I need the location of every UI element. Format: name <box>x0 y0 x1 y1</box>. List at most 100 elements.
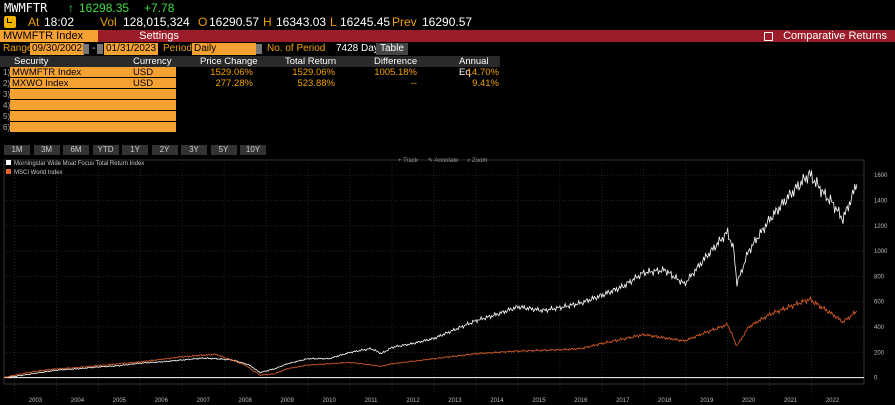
row-number: 6) <box>3 123 11 132</box>
period-button-3m[interactable]: 3M <box>33 145 60 155</box>
table-row[interactable]: 5) <box>0 111 500 122</box>
open-label: O <box>198 15 208 29</box>
low-label: L <box>330 15 337 29</box>
legend-label-mwmftr: Morningstar Wide Moat Focus Total Return… <box>14 161 144 167</box>
external-link-icon[interactable] <box>764 32 773 41</box>
row-number: 3) <box>3 90 11 99</box>
currency-cell[interactable] <box>131 111 176 121</box>
row-number: 1) <box>3 68 11 77</box>
track-tool[interactable]: + Track <box>398 158 419 164</box>
period-label: Period <box>163 43 192 54</box>
period-button-10y[interactable]: 10Y <box>240 145 266 155</box>
period-button-ytd[interactable]: YTD <box>92 145 119 155</box>
high-label: H <box>263 15 272 29</box>
period-button-2y[interactable]: 2Y <box>151 145 178 155</box>
period-button-1y[interactable]: 1Y <box>122 145 148 155</box>
currency-cell[interactable] <box>131 122 176 132</box>
ticker-bar: MWMFTR ↑ 16298.35 +7.78 <box>0 0 895 15</box>
x-tick-label: 2006 <box>155 398 169 404</box>
y-tick-label: 1000 <box>874 249 888 255</box>
y-tick-label: 0 <box>874 376 878 382</box>
header-currency: Currency <box>133 56 172 67</box>
x-tick-label: 2010 <box>322 398 336 404</box>
tab-index[interactable]: MWMFTR Index <box>0 30 98 42</box>
ticker-symbol[interactable]: MWMFTR <box>4 1 48 15</box>
currency-cell[interactable] <box>131 89 176 99</box>
x-tick-label: 2004 <box>71 398 85 404</box>
last-price: 16298.35 <box>79 1 130 15</box>
range-separator: - <box>92 43 96 54</box>
at-label: At <box>28 15 40 29</box>
y-tick-label: 200 <box>874 350 885 356</box>
calendar-end-icon[interactable] <box>97 44 103 54</box>
header-annual-eq: Annual Eq <box>459 56 489 78</box>
chevron-down-icon[interactable] <box>256 44 262 54</box>
currency-cell[interactable] <box>131 100 176 110</box>
x-tick-label: 2013 <box>448 398 462 404</box>
header-price-change: Price Change <box>200 56 258 67</box>
x-tick-label: 2019 <box>700 398 714 404</box>
total-return-cell: 1529.06% <box>292 67 335 78</box>
security-cell[interactable] <box>10 89 132 99</box>
security-cell[interactable] <box>10 100 132 110</box>
table-row[interactable]: 6) <box>0 122 500 133</box>
security-cell[interactable]: MXWO Index <box>10 78 132 89</box>
x-tick-label: 2014 <box>490 398 504 404</box>
calendar-start-icon[interactable] <box>83 44 89 54</box>
period-button-bar: 1M 3M 6M YTD 1Y 2Y 3Y 5Y 10Y <box>0 145 895 155</box>
x-tick-label: 2005 <box>113 398 127 404</box>
x-tick-label: 2021 <box>784 398 798 404</box>
x-tick-label: 2008 <box>239 398 253 404</box>
period-button-1m[interactable]: 1M <box>4 145 30 155</box>
series-line-mwmftr[interactable] <box>3 169 858 379</box>
table-row[interactable]: 4) <box>0 100 500 111</box>
end-date-field[interactable]: 01/31/2023 <box>104 43 159 55</box>
table-header: Security Currency Price Change Total Ret… <box>0 56 500 78</box>
annotate-tool[interactable]: ✎ Annotate <box>428 157 459 164</box>
y-tick-label: 1400 <box>874 198 888 204</box>
x-tick-label: 2007 <box>197 398 211 404</box>
at-value: 18:02 <box>44 15 75 29</box>
table-button[interactable]: Table <box>376 43 408 55</box>
nperiod-label: No. of Period <box>267 43 326 54</box>
security-cell[interactable]: MWMFTR Index <box>10 67 132 78</box>
series-line-msci[interactable] <box>3 295 858 379</box>
table-row[interactable]: 3) <box>0 89 500 100</box>
x-tick-label: 2003 <box>29 398 43 404</box>
x-tick-label: 2009 <box>280 398 294 404</box>
table-row[interactable]: 1) MWMFTR Index USD 1529.06% 1529.06% 1005.18… <box>0 67 500 78</box>
difference-cell: 1005.18% <box>374 67 417 78</box>
range-label: Range <box>3 43 33 54</box>
period-select[interactable]: Daily <box>192 43 256 55</box>
tab-settings[interactable]: Settings <box>139 30 179 42</box>
price-change: +7.78 <box>144 1 175 15</box>
period-button-3y[interactable]: 3Y <box>181 145 207 155</box>
comparative-returns-title[interactable]: Comparative Returns <box>783 30 887 42</box>
header-security: Security <box>14 56 49 67</box>
y-tick-label: 1200 <box>874 224 888 230</box>
period-button-6m[interactable]: 6M <box>63 145 89 155</box>
period-button-5y[interactable]: 5Y <box>210 145 237 155</box>
up-arrow-icon: ↑ <box>68 1 74 15</box>
zoom-tool[interactable]: ⌕ Zoom <box>467 158 487 164</box>
total-return-cell: 523.88% <box>297 78 335 89</box>
table-row[interactable]: 2) MXWO Index USD 277.28% 523.88% -- 9.41% <box>0 78 500 89</box>
currency-cell[interactable]: USD <box>131 67 176 78</box>
y-tick-label: 800 <box>874 274 885 280</box>
range-bar: Range 09/30/2002 - 01/31/2023 Period Dai… <box>0 43 895 55</box>
annual-eq-cell: 9.41% <box>472 78 499 89</box>
price-change-cell: 277.28% <box>215 78 253 89</box>
x-tick-label: 2017 <box>616 398 630 404</box>
comparative-returns-chart[interactable]: 0 200 400 600 800 1000 1200 1400 1600 2003 2004 20… <box>0 156 895 405</box>
security-cell[interactable] <box>10 122 132 132</box>
y-tick-label: 600 <box>874 300 885 306</box>
currency-cell[interactable]: USD <box>131 78 176 89</box>
start-date-field[interactable]: 09/30/2002 <box>30 43 85 55</box>
legend-label-msci: MSCI World Index <box>14 170 63 176</box>
security-cell[interactable] <box>10 111 132 121</box>
legend-swatch-msci <box>6 169 11 174</box>
tab-bar: MWMFTR Index Settings Comparative Return… <box>0 30 895 42</box>
header-total-return: Total Return <box>285 56 337 67</box>
nperiod-value: 7428 Day(s) <box>336 43 391 54</box>
difference-cell: -- <box>410 78 417 89</box>
